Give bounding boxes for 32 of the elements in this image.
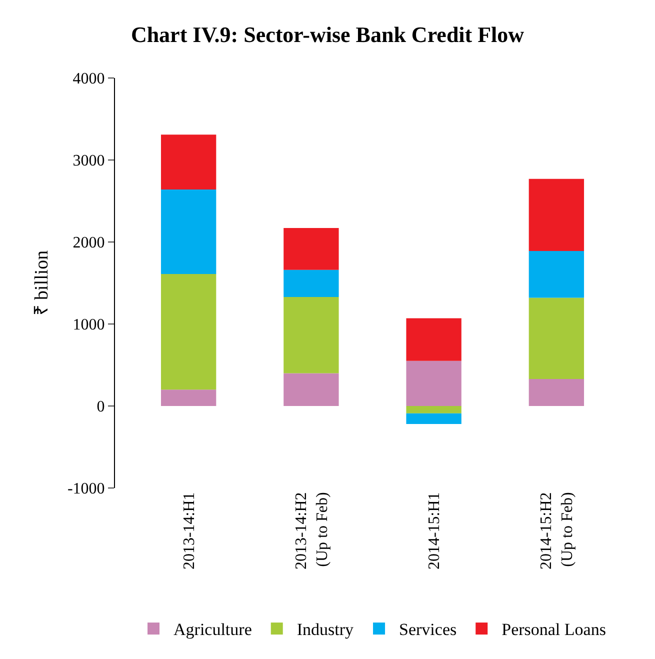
bar [284,270,339,297]
bar [284,228,339,270]
bar [284,373,339,406]
bar [406,406,462,414]
y-tick-label: 4000 [72,70,105,88]
bar [406,360,462,406]
x-tick-label: 2014-15:H1 [426,492,444,570]
legend-label: Agriculture [174,620,252,640]
bar [528,178,584,252]
y-tick-label: 0 [96,398,105,416]
legend-label: Personal Loans [502,620,606,640]
legend-label: Industry [296,620,354,640]
bar [160,134,216,190]
x-tick-label: 2013-14:H1 [180,492,198,570]
bar [528,251,584,298]
x-tick-label: 2014-15:H2 (Up to Feb) [538,492,576,570]
bar [284,296,339,374]
x-tick-label: 2013-14:H2 (Up to Feb) [292,492,331,570]
legend-label: Services [399,620,457,640]
bar [406,318,462,361]
y-axis-title: ₹ billion [31,250,52,316]
bar [160,274,216,390]
bar [406,413,462,424]
y-tick-label: 1000 [72,316,105,334]
bar [160,390,216,406]
y-tick-label: 3000 [72,152,105,170]
y-tick-label: 2000 [72,234,105,252]
bar [528,298,584,379]
bar [528,378,584,406]
bar [160,190,216,274]
y-tick-label: -1000 [67,480,105,498]
chart-title: Chart IV.9: Sector-wise Bank Credit Flow [130,22,524,47]
